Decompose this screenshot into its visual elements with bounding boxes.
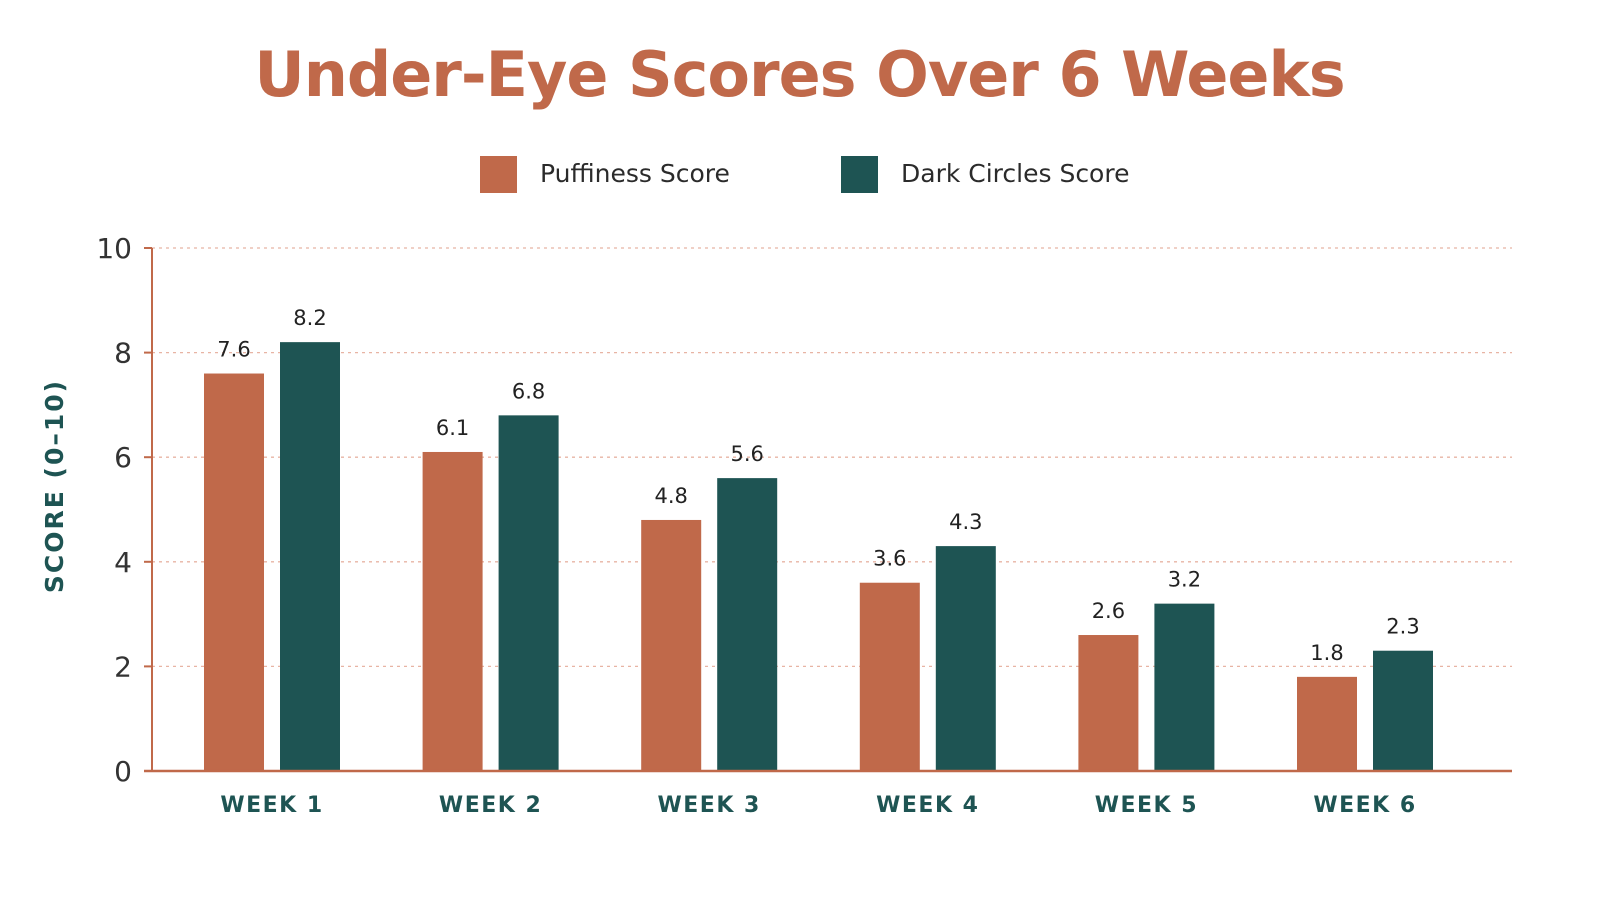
data-label-dark-circles: 8.2 bbox=[293, 306, 326, 330]
data-label-puffiness: 3.6 bbox=[873, 547, 906, 571]
data-label-dark-circles: 4.3 bbox=[949, 510, 982, 534]
data-label-puffiness: 2.6 bbox=[1092, 599, 1125, 623]
bar-puffiness bbox=[641, 519, 702, 771]
y-tick-label: 4 bbox=[114, 546, 132, 579]
x-axis-ticks: WEEK 1 WEEK 2 WEEK 3 WEEK 4 WEEK 5 WEEK 6 bbox=[220, 793, 1416, 818]
x-tick-label: WEEK 4 bbox=[876, 793, 979, 818]
x-tick-label: WEEK 1 bbox=[220, 793, 323, 818]
bar-dark-circles bbox=[280, 342, 340, 771]
data-label-dark-circles: 5.6 bbox=[730, 442, 763, 466]
bar-puffiness bbox=[204, 373, 264, 771]
x-tick-label: WEEK 6 bbox=[1313, 793, 1416, 818]
legend-label-puffiness: Puffiness Score bbox=[540, 159, 730, 188]
y-tick-label: 6 bbox=[114, 441, 132, 474]
y-tick-label: 10 bbox=[96, 232, 132, 265]
data-label-dark-circles: 3.2 bbox=[1168, 568, 1201, 592]
x-tick-label: WEEK 5 bbox=[1095, 793, 1198, 818]
x-tick-label: WEEK 2 bbox=[439, 793, 542, 818]
data-label-puffiness: 4.8 bbox=[654, 484, 687, 508]
bars bbox=[204, 342, 1433, 771]
y-tick-label: 0 bbox=[114, 755, 132, 788]
legend-swatch-dark-circles bbox=[841, 156, 878, 193]
x-tick-label: WEEK 3 bbox=[658, 793, 761, 818]
y-axis-label: SCORE (0–10) bbox=[40, 379, 69, 593]
data-label-puffiness: 1.8 bbox=[1310, 641, 1343, 665]
chart-title: Under-Eye Scores Over 6 Weeks bbox=[254, 38, 1345, 111]
data-label-puffiness: 7.6 bbox=[217, 338, 250, 362]
data-label-dark-circles: 2.3 bbox=[1386, 615, 1419, 639]
gridlines bbox=[152, 247, 1512, 668]
bar-puffiness bbox=[422, 451, 483, 771]
bar-puffiness bbox=[1297, 676, 1357, 771]
y-axis-ticks: 0 2 4 6 8 10 bbox=[96, 232, 152, 788]
bar-dark-circles bbox=[1154, 603, 1215, 771]
bar-dark-circles bbox=[935, 546, 996, 771]
data-label-puffiness: 6.1 bbox=[436, 416, 469, 440]
data-label-dark-circles: 6.8 bbox=[512, 379, 545, 403]
bar-puffiness bbox=[859, 582, 920, 771]
bar-dark-circles bbox=[498, 415, 559, 771]
bar-dark-circles bbox=[1373, 650, 1433, 771]
y-tick-label: 2 bbox=[114, 650, 132, 683]
bar-puffiness bbox=[1078, 635, 1139, 771]
bar-dark-circles bbox=[717, 478, 778, 771]
legend-label-dark-circles: Dark Circles Score bbox=[901, 159, 1130, 188]
y-tick-label: 8 bbox=[114, 337, 132, 370]
legend: Puffiness Score Dark Circles Score bbox=[0, 155, 1599, 195]
legend-swatch-puffiness bbox=[480, 156, 517, 193]
data-labels: 7.6 8.2 6.1 6.8 4.8 5.6 3.6 4.3 2.6 3.2 1.8 2.3 bbox=[217, 306, 1419, 665]
